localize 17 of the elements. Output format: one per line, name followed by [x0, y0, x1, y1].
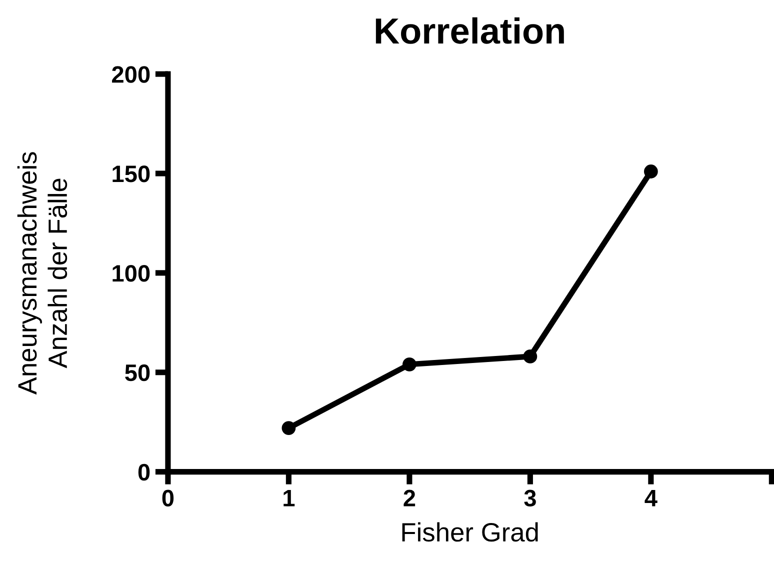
y-tick-label: 150	[112, 166, 150, 182]
y-tick-label: 0	[138, 464, 150, 481]
point	[523, 350, 538, 364]
y-axis-title: Aneurysmanachweis Anzahl der Fälle	[17, 152, 68, 395]
point	[282, 421, 296, 435]
y-tick-label: 100	[112, 264, 150, 282]
x-tick-label: 3	[524, 490, 536, 507]
point	[644, 164, 658, 178]
x-tick-label: 2	[404, 490, 416, 506]
x-tick-label: 0	[162, 490, 174, 507]
x-tick-label: 4	[644, 490, 658, 506]
point	[402, 357, 416, 372]
x-tick-label: 1	[284, 490, 295, 506]
chart-title: Korrelation	[376, 17, 564, 44]
x-axis-title: Fisher Grad	[402, 522, 538, 542]
y-tick-label: 200	[112, 66, 150, 83]
y-tick-label: 50	[125, 364, 150, 382]
